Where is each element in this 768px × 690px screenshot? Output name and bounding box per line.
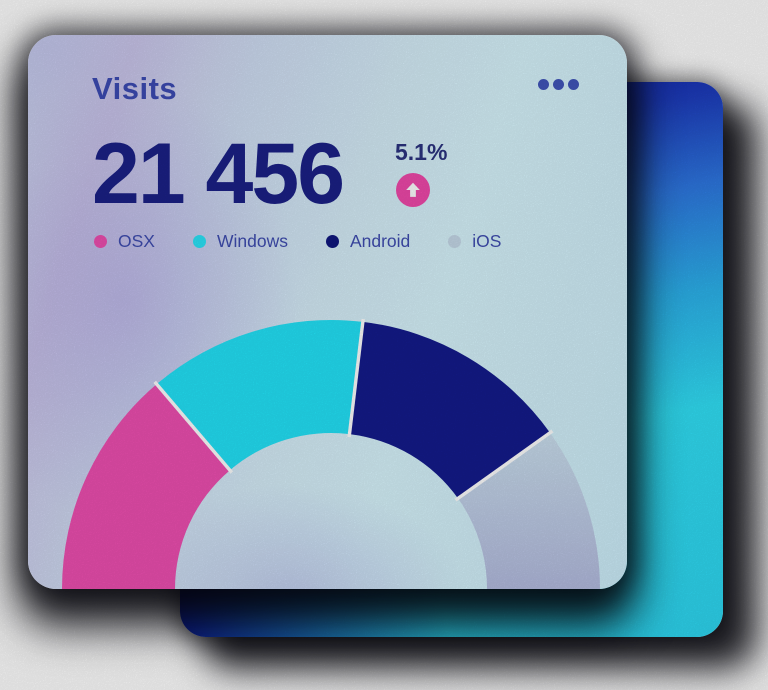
chart-legend: OSX Windows Android iOS — [94, 231, 501, 252]
legend-label: OSX — [118, 231, 155, 251]
arrow-up-icon — [406, 182, 420, 197]
visits-value: 21 456 — [92, 126, 345, 222]
legend-item-android[interactable]: Android — [325, 231, 411, 252]
legend-swatch-osx — [94, 235, 107, 248]
legend-swatch-android — [325, 235, 339, 248]
legend-item-ios[interactable]: iOS — [448, 231, 501, 252]
visits-card: Visits 21 456 5.1% OSX Windows Android iOS — [28, 35, 627, 589]
card-title: Visits — [92, 71, 178, 106]
ellipsis-icon — [538, 79, 549, 90]
trend-up-badge — [396, 173, 430, 207]
legend-label: Android — [349, 231, 411, 251]
ellipsis-icon — [553, 79, 564, 90]
delta-block: 5.1% — [395, 139, 447, 207]
legend-label: iOS — [472, 231, 502, 251]
legend-swatch-ios — [448, 235, 462, 248]
card-menu-button[interactable] — [534, 75, 583, 94]
platform-gauge-chart — [62, 319, 600, 589]
legend-item-windows[interactable]: Windows — [192, 231, 288, 252]
legend-swatch-windows — [192, 235, 206, 248]
legend-item-osx[interactable]: OSX — [94, 231, 155, 252]
ellipsis-icon — [568, 79, 579, 90]
legend-label: Windows — [216, 231, 288, 251]
delta-percent: 5.1% — [395, 139, 448, 165]
